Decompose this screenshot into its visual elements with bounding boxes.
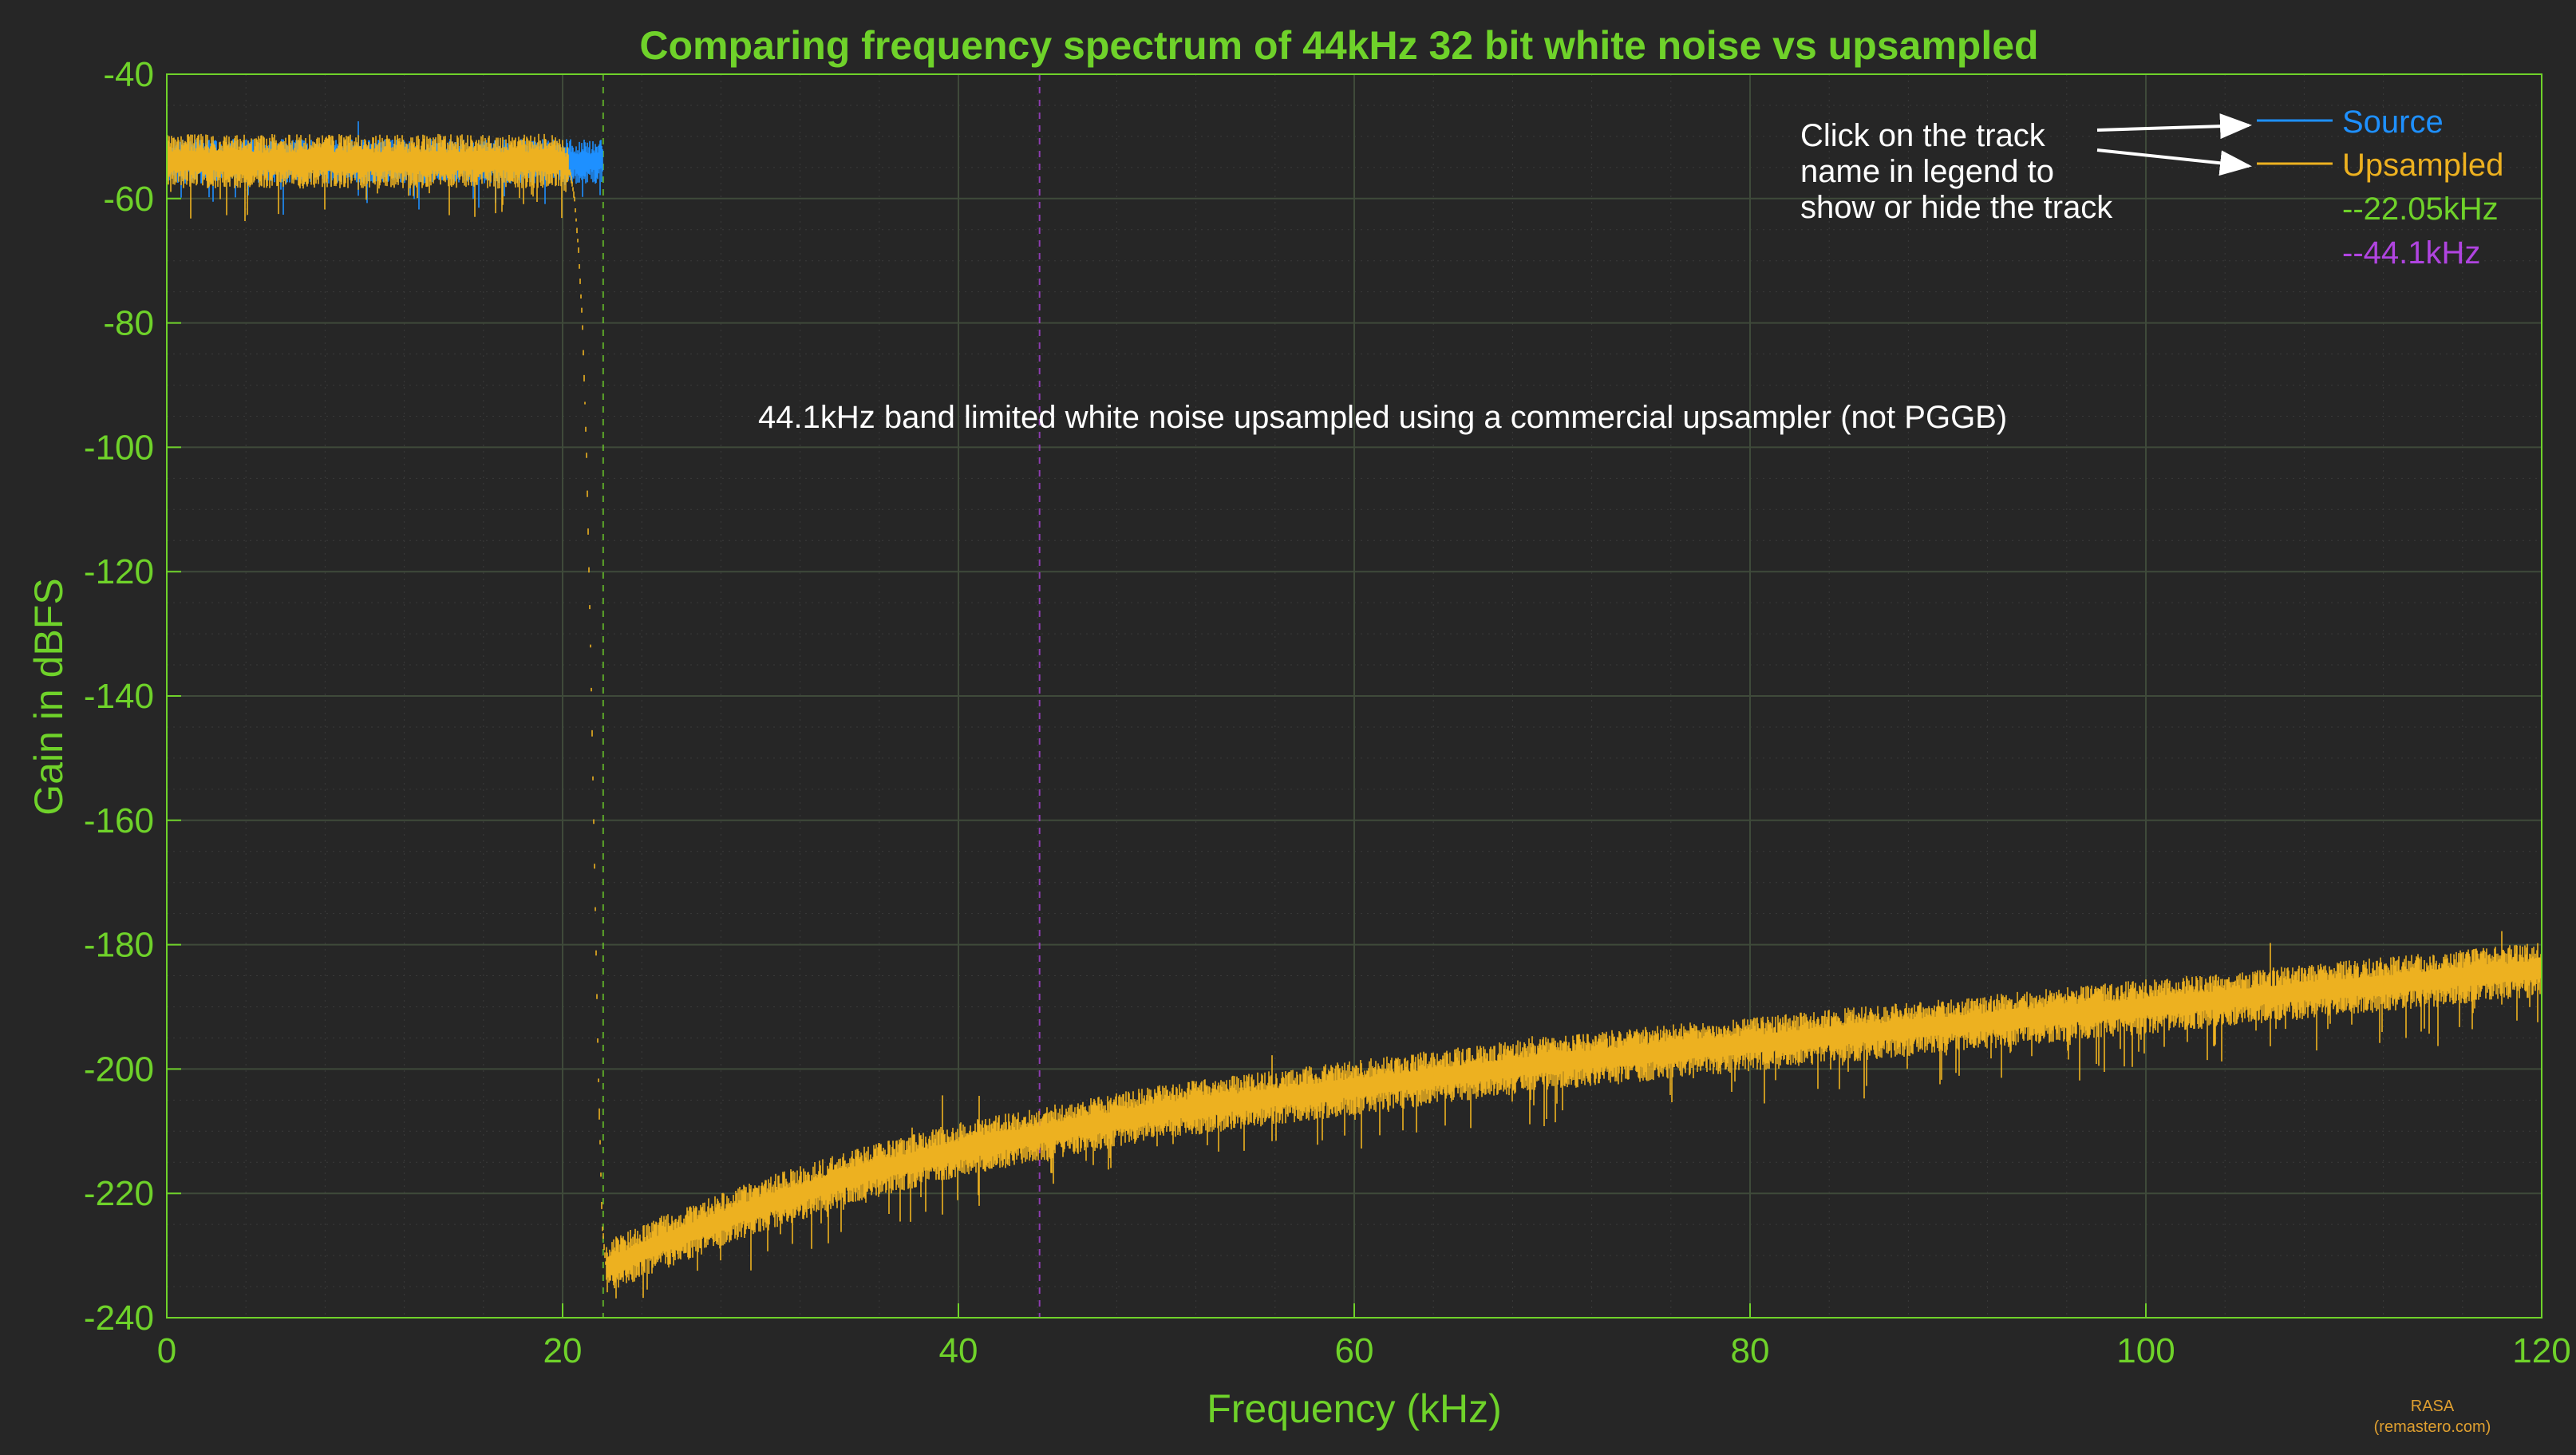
x-tick-label: 40 (939, 1331, 978, 1370)
y-tick-label: -40 (103, 55, 154, 94)
legend-label-upsampled[interactable]: Upsampled (2342, 148, 2503, 183)
legend-item-upsampled[interactable]: Upsampled (2257, 148, 2503, 183)
plot-frame (166, 73, 2542, 1319)
y-tick-label: -240 (84, 1299, 154, 1338)
annotation-line-2: name in legend to (1800, 154, 2054, 189)
legend: Source Upsampled --22.05kHz --44.1kHz (2257, 105, 2503, 271)
legend-label-44khz[interactable]: --44.1kHz (2342, 235, 2480, 271)
x-tick-label: 80 (1731, 1331, 1770, 1370)
annotation-arrow-2 (2096, 148, 2252, 176)
credit-line-1: RASA (2411, 1398, 2455, 1415)
x-tick-label: 20 (543, 1331, 583, 1370)
y-axis-label: Gain in dBFS (26, 578, 71, 815)
y-tick-label: -80 (103, 304, 154, 343)
chart-title: Comparing frequency spectrum of 44kHz 32… (639, 23, 2038, 68)
legend-item-source[interactable]: Source (2257, 105, 2444, 140)
reference-lines (602, 74, 1041, 1318)
y-tick-label: -140 (84, 677, 154, 716)
center-annotation: 44.1kHz band limited white noise upsampl… (758, 400, 2007, 435)
x-axis-label: Frequency (kHz) (1207, 1386, 1502, 1431)
x-tick-label: 120 (2512, 1331, 2570, 1370)
annotation-line-3: show or hide the track (1800, 190, 2113, 225)
credit-line-2: (remastero.com) (2374, 1418, 2491, 1436)
annotation-arrow-1 (2096, 113, 2252, 140)
legend-label-source[interactable]: Source (2342, 105, 2444, 140)
y-tick-label: -60 (103, 180, 154, 219)
y-tick-label: -200 (84, 1050, 154, 1089)
legend-label-22khz[interactable]: --22.05kHz (2342, 192, 2499, 227)
x-tick-label: 0 (157, 1331, 176, 1370)
y-tick-label: -180 (84, 926, 154, 965)
y-tick-label: -100 (84, 428, 154, 467)
y-tick-label: -160 (84, 801, 154, 840)
x-tick-label: 100 (2116, 1331, 2175, 1370)
y-tick-label: -120 (84, 552, 154, 591)
x-tick-labels: 0 20 40 60 80 100 120 (157, 1331, 2571, 1370)
annotation-line-1: Click on the track (1800, 118, 2046, 153)
x-tick-label: 60 (1335, 1331, 1374, 1370)
y-tick-labels: -40 -60 -80 -100 -120 -140 -160 -180 -200 -220 -24… (84, 55, 154, 1338)
y-tick-label: -220 (84, 1174, 154, 1213)
